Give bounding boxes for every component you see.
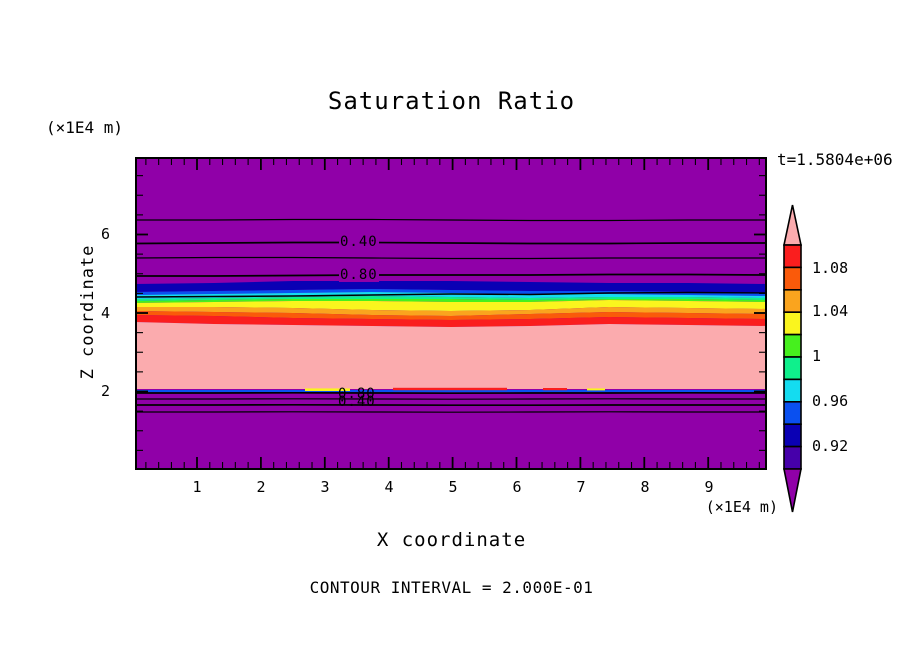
colorbar-label: 0.96 [812,392,849,410]
plot-frame [135,157,767,470]
x-tick-label: 2 [256,478,266,496]
x-axis-title: X coordinate [376,529,527,551]
colorbar-segment [783,311,802,336]
field-stripe [135,390,767,393]
x-tick-label: 1 [192,478,202,496]
y-tick-label: 2 [100,382,110,400]
contour-line [135,273,767,277]
colorbar-segment [783,356,802,381]
field-stripe [587,388,605,391]
field-band [135,307,767,316]
field-band [135,311,767,320]
colorbar-label: 1.08 [812,259,849,277]
contour-interval-note: CONTOUR INTERVAL = 2.000E-01 [309,578,594,597]
field-band [135,322,767,389]
colorbar-top-arrow [783,204,802,246]
y-axis-unit-label: (×1E4 m) [46,118,124,137]
colorbar-segment [783,423,802,448]
field-stripe [543,388,567,391]
contour-label-upper-040: 0.40 [339,234,379,250]
x-tick-label: 8 [640,478,650,496]
field-band [135,289,767,296]
field-band [135,300,767,311]
plot-title: Saturation Ratio [327,87,576,115]
x-tick-label: 7 [576,478,586,496]
colorbar-segment [783,378,802,403]
y-tick-label: 6 [100,225,110,243]
y-tick-label: 4 [100,304,110,322]
field-stripe [393,387,507,391]
colorbar [783,204,802,513]
time-stamp-label: t=1.5804e+06 [777,150,893,169]
contour-label-lower-080: 0.80 [338,386,376,402]
field-stripe [348,321,383,324]
contour-line [135,256,767,260]
x-tick-label: 9 [704,478,714,496]
colorbar-label: 0.92 [812,437,849,455]
contour-plot-canvas [135,157,767,470]
colorbar-label: 1 [812,347,822,365]
contour-label-upper-080: 0.80 [339,267,379,283]
field-band [135,296,767,301]
contour-label-lower-040: 0.40 [338,394,376,410]
colorbar-bottom-arrow [783,468,802,513]
contour-line [135,291,767,298]
colorbar-segment [783,244,802,269]
x-tick-label: 5 [448,478,458,496]
colorbar-segment [783,266,802,291]
colorbar-label: 1.04 [812,302,849,320]
contour-line [135,241,767,245]
colorbar-segment [783,333,802,358]
x-axis-unit-label: (×1E4 m) [705,498,778,516]
colorbar-segment [783,401,802,426]
colorbar-segment [783,445,802,470]
x-tick-label: 6 [512,478,522,496]
x-tick-label: 3 [320,478,330,496]
x-tick-label: 4 [384,478,394,496]
axis-ticks [137,159,765,468]
field-band [135,292,767,299]
field-stripe [305,388,350,391]
contour-line [135,218,767,222]
colorbar-segment [783,289,802,314]
